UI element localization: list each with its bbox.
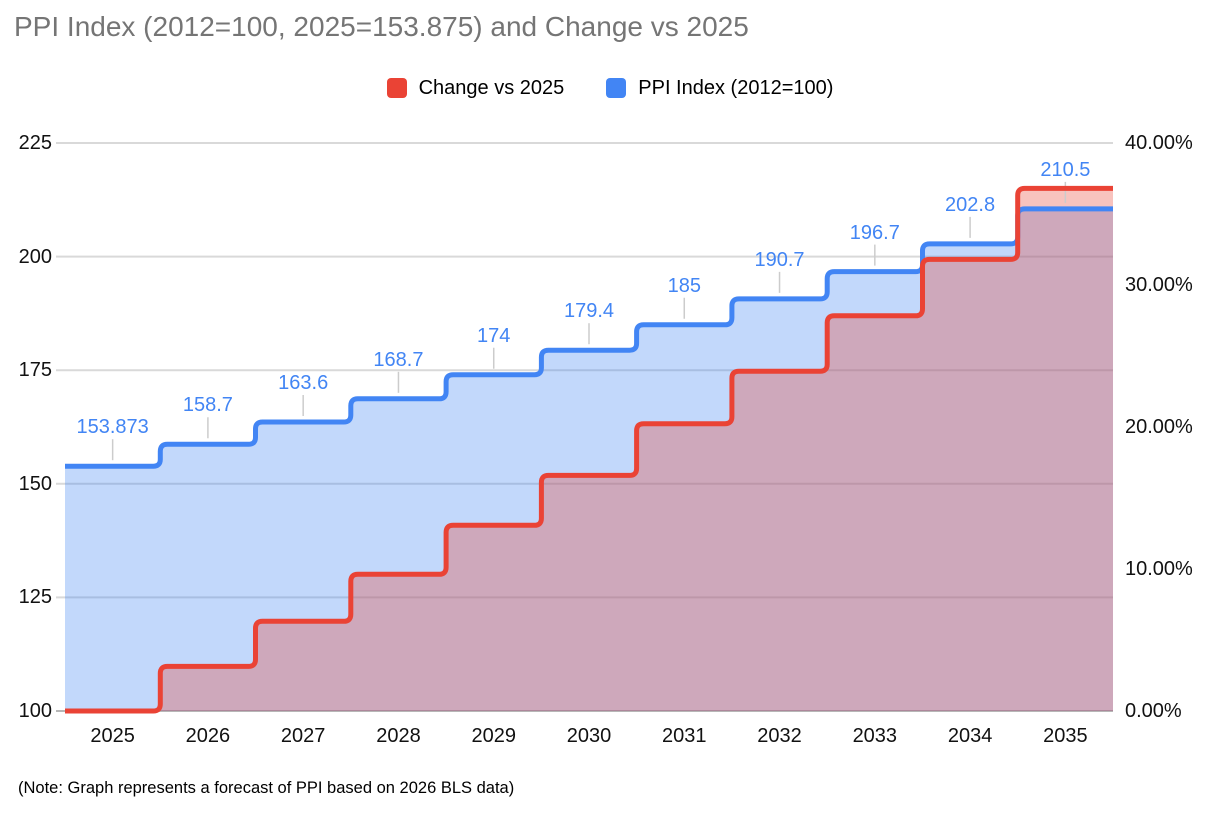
x-axis-label: 2034: [947, 725, 993, 747]
series-change-area: [65, 188, 1113, 711]
right-axis-tick-label: 30.00%: [1125, 274, 1193, 296]
left-axis-tick-label: 200: [18, 245, 52, 268]
legend: Change vs 2025 PPI Index (2012=100): [0, 72, 1220, 104]
data-label: 190.7: [754, 248, 805, 271]
x-axis-label: 2028: [376, 725, 421, 747]
legend-item-1: PPI Index (2012=100): [606, 77, 833, 100]
footnote: (Note: Graph represents a forecast of PP…: [18, 779, 515, 797]
legend-swatch-icon: [606, 78, 627, 98]
x-axis-label: 2035: [1043, 725, 1088, 747]
right-axis-tick-label: 0.00%: [1125, 700, 1182, 722]
left-axis-tick-label: 150: [18, 472, 52, 495]
x-axis-label: 2030: [566, 725, 612, 747]
data-label: 179.4: [563, 300, 615, 323]
data-label: 196.7: [849, 221, 900, 244]
left-axis-tick-label: 125: [18, 586, 52, 609]
data-label: 174: [477, 324, 511, 347]
legend-label: Change vs 2025: [418, 76, 565, 99]
x-axis-label: 2025: [90, 725, 135, 747]
right-axis-tick-label: 10.00%: [1125, 558, 1193, 580]
legend-label: PPI Index (2012=100): [638, 76, 834, 99]
left-axis-tick-label: 175: [18, 359, 52, 382]
chart-title: PPI Index (2012=100, 2025=153.875) and C…: [14, 11, 749, 42]
x-axis-label: 2029: [471, 725, 516, 747]
data-label: 153.873: [76, 416, 149, 439]
x-axis-label: 2031: [662, 725, 707, 747]
data-label: 158.7: [182, 394, 233, 417]
data-label: 202.8: [945, 193, 996, 216]
data-label: 163.6: [278, 372, 329, 394]
data-label: 168.7: [373, 348, 424, 371]
series-ppi-area: [65, 208, 1113, 711]
series-change-line: [65, 185, 1113, 714]
data-label: 185: [667, 274, 701, 297]
left-axis-tick-label: 225: [18, 132, 52, 154]
x-axis-label: 2032: [757, 725, 802, 747]
data-label: 210.5: [1040, 158, 1091, 181]
x-axis-label: 2033: [852, 725, 898, 747]
x-axis-label: 2026: [185, 725, 231, 747]
left-axis-tick-label: 100: [18, 700, 52, 722]
right-axis-tick-label: 20.00%: [1125, 416, 1193, 438]
legend-item-0: Change vs 2025: [386, 76, 565, 100]
x-axis-label: 2027: [280, 725, 326, 747]
legend-swatch-icon: [386, 78, 407, 98]
right-axis-tick-label: 40.00%: [1125, 132, 1193, 154]
